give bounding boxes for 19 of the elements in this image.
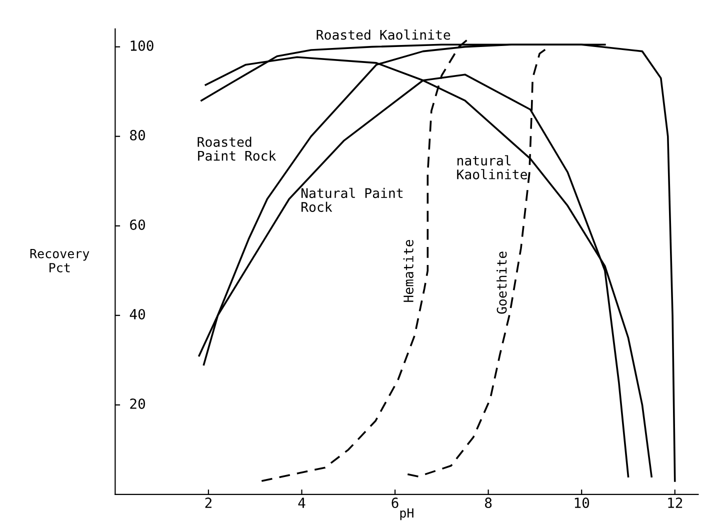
x-tick-label: 10 (574, 498, 590, 508)
y-tick-label: 40 (130, 308, 145, 320)
y-tick-label: 60 (130, 219, 145, 230)
annotation: Goethite (496, 252, 507, 314)
x-tick-label: 4 (298, 498, 306, 508)
annotation: Roasted Kaolinite (316, 29, 450, 40)
annotation: Hematite (403, 240, 414, 302)
annotation: Roasted Paint Rock (198, 136, 276, 161)
y-axis-title: Recovery Pct (30, 249, 90, 272)
x-tick-label: 2 (205, 498, 212, 508)
annotation: Natural Paint Rock (301, 188, 403, 212)
y-tick-label: 100 (130, 40, 154, 51)
y-tick-label: 80 (130, 130, 145, 140)
x-tick-label: 8 (485, 498, 492, 508)
x-axis-title: pH (400, 508, 414, 520)
annotation: natural Kaolinite (457, 155, 527, 180)
y-tick-label: 20 (130, 398, 145, 409)
x-tick-label: 12 (668, 498, 682, 508)
x-tick-label: 6 (392, 498, 398, 508)
